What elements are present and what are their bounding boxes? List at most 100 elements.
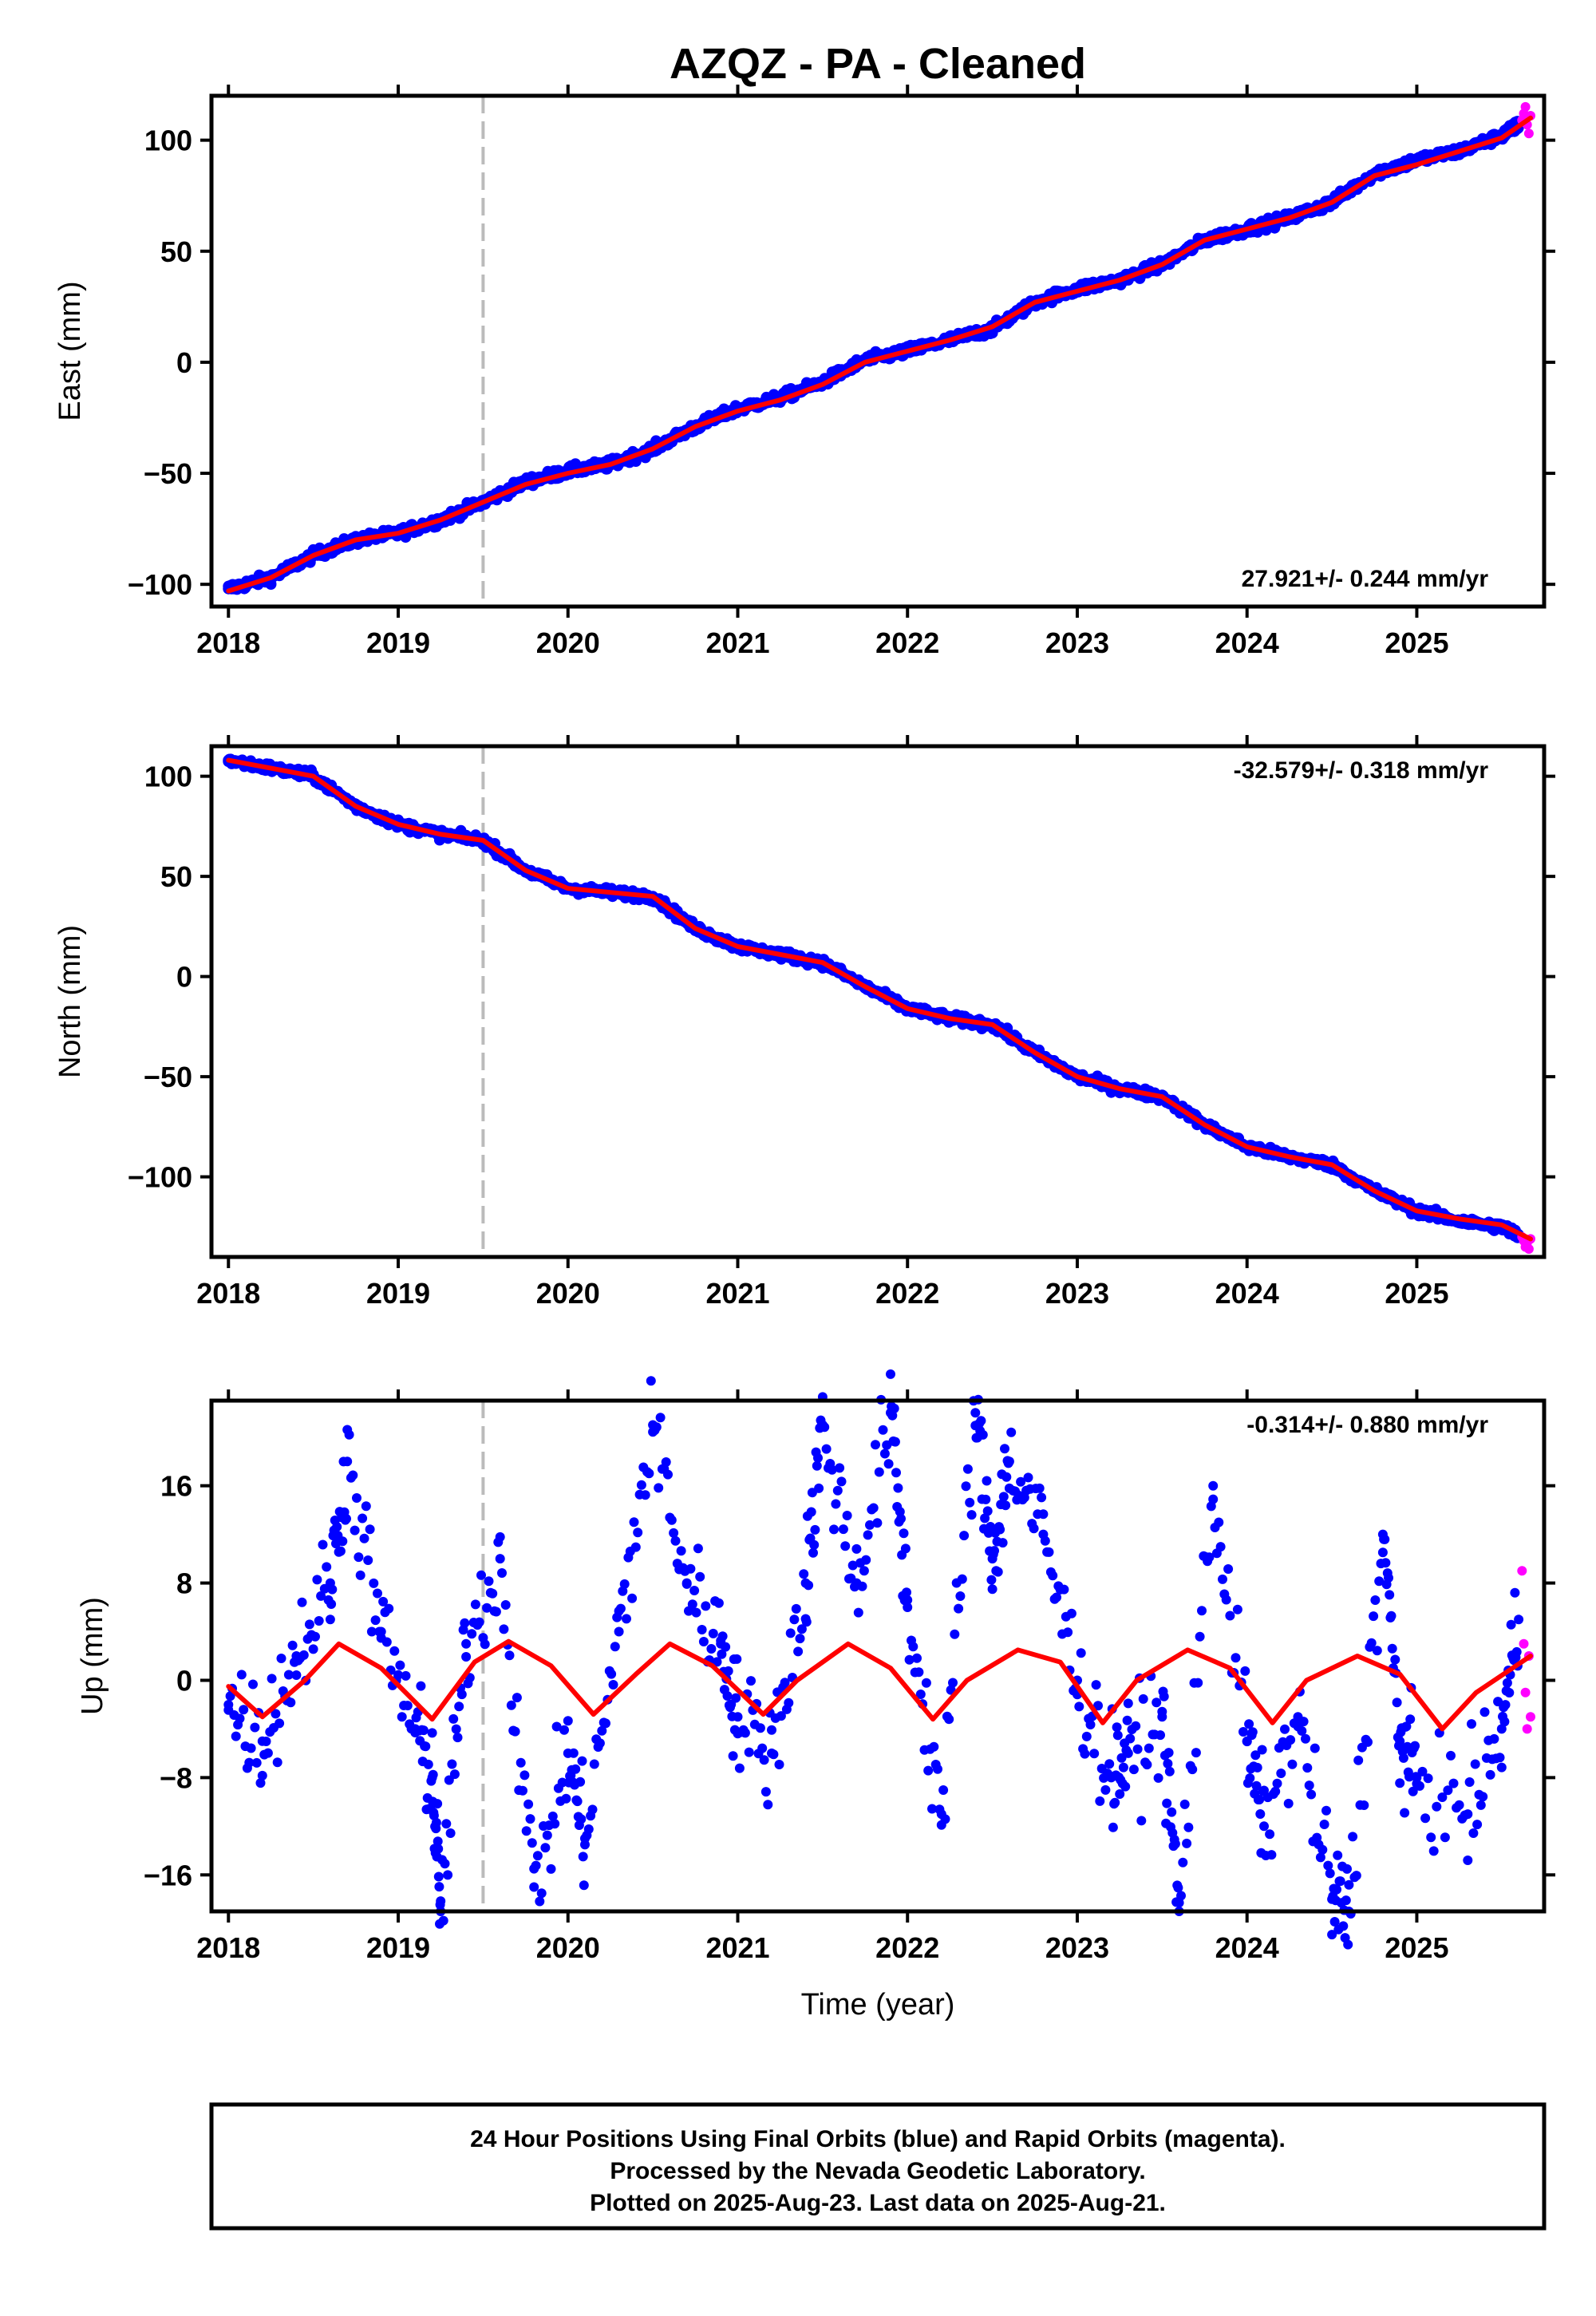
point [1472, 1820, 1483, 1830]
point [1112, 1722, 1122, 1733]
x-tick-label: 2024 [1215, 626, 1279, 659]
point [451, 1724, 461, 1734]
point [395, 1660, 405, 1670]
point [276, 1654, 286, 1663]
point [1110, 1797, 1120, 1808]
point [865, 1520, 875, 1530]
point [1223, 1564, 1234, 1574]
point [630, 1542, 641, 1552]
point [431, 1817, 441, 1828]
point [1385, 1590, 1395, 1600]
point [1417, 1766, 1428, 1777]
point [1152, 1697, 1162, 1708]
plot-frame [209, 744, 1547, 1259]
point [801, 1617, 812, 1627]
point [1317, 1844, 1328, 1855]
point [829, 1524, 839, 1535]
point [312, 1575, 322, 1585]
point [1476, 1800, 1486, 1810]
point [521, 1826, 531, 1836]
point [740, 1728, 750, 1738]
x-tick-label: 2024 [1215, 1277, 1279, 1310]
point [342, 1456, 353, 1467]
point [1381, 1558, 1391, 1568]
point [571, 1764, 581, 1774]
point [861, 1555, 871, 1565]
point [1063, 1627, 1073, 1638]
point [1454, 1800, 1464, 1810]
point [713, 1598, 724, 1608]
point [410, 1724, 421, 1734]
point [614, 1626, 624, 1637]
point [1208, 1494, 1219, 1504]
point [350, 1525, 360, 1535]
point [1080, 1749, 1090, 1759]
point [1315, 1852, 1325, 1863]
point [1257, 1745, 1267, 1755]
point [1335, 1876, 1345, 1887]
point [780, 1678, 790, 1688]
point [903, 1603, 913, 1612]
point [981, 1494, 991, 1504]
y-tick-label: 50 [160, 860, 192, 893]
point [1183, 1822, 1194, 1832]
point [1004, 1456, 1014, 1467]
point [1100, 1784, 1111, 1795]
point [1520, 101, 1531, 112]
point [1225, 1611, 1235, 1621]
point [529, 1882, 539, 1892]
point [1502, 1678, 1512, 1688]
point [966, 1510, 977, 1520]
point [908, 1642, 918, 1652]
point [497, 1568, 507, 1578]
point [416, 1681, 426, 1691]
point [1076, 1648, 1086, 1658]
point [799, 1569, 809, 1579]
point [1179, 1799, 1190, 1809]
point [1302, 1763, 1313, 1773]
point [796, 1624, 807, 1634]
point [1526, 1712, 1535, 1722]
point [1106, 1773, 1116, 1783]
point [1286, 1735, 1296, 1745]
point [298, 1650, 309, 1660]
point [1163, 1758, 1173, 1769]
point [863, 1530, 873, 1540]
point [510, 1726, 520, 1737]
point [883, 1459, 894, 1469]
point [1377, 1529, 1388, 1539]
point [1426, 1832, 1436, 1843]
point [314, 1616, 324, 1626]
point [373, 1588, 382, 1599]
fit-line [226, 757, 1533, 1242]
point [732, 1654, 742, 1664]
fit-line [226, 115, 1533, 594]
point [358, 1513, 368, 1524]
point [506, 1700, 516, 1710]
point [283, 1670, 294, 1680]
point [1319, 1820, 1329, 1829]
point [785, 1628, 796, 1638]
point [1191, 1748, 1201, 1758]
point [322, 1562, 332, 1572]
point [423, 1759, 433, 1769]
x-tick-label: 2022 [875, 626, 939, 659]
point [389, 1646, 400, 1656]
point [540, 1843, 551, 1853]
point [561, 1793, 571, 1804]
point [495, 1531, 505, 1542]
point [1252, 1762, 1262, 1773]
point [1423, 1773, 1433, 1784]
point [1329, 1917, 1340, 1927]
point [1514, 1614, 1524, 1625]
point [1095, 1796, 1105, 1806]
point [575, 1777, 586, 1787]
point [655, 1413, 666, 1423]
rate-label: 27.921+/- 0.244 mm/yr [1242, 566, 1489, 592]
point [448, 1713, 459, 1724]
point [1162, 1798, 1172, 1808]
final-orbits-points [223, 116, 1525, 595]
point [1343, 1939, 1353, 1950]
point [1520, 1687, 1531, 1697]
